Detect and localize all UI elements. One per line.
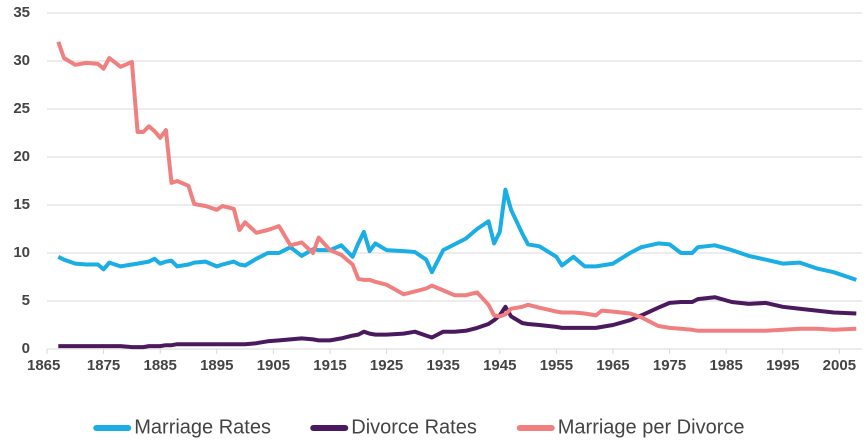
- y-tick-label: 5: [22, 292, 30, 309]
- legend-label: Marriage per Divorce: [558, 416, 745, 438]
- x-tick-label: 1945: [483, 357, 516, 374]
- x-tick-label: 1895: [200, 357, 233, 374]
- legend-label: Divorce Rates: [351, 416, 477, 438]
- x-tick-label: 1985: [709, 357, 742, 374]
- series-line: [56, 41, 857, 333]
- x-tick-label: 1995: [766, 357, 799, 374]
- x-tick-label: 1885: [144, 357, 177, 374]
- y-tick-label: 0: [22, 340, 30, 357]
- series-line: [58, 295, 857, 350]
- x-tick-label: 2005: [823, 357, 856, 374]
- x-tick-label: 1925: [370, 357, 403, 374]
- y-tick-label: 25: [13, 100, 30, 117]
- series-line: [57, 187, 857, 282]
- y-tick-label: 15: [13, 196, 30, 213]
- x-tick-label: 1865: [27, 357, 60, 374]
- legend-label: Marriage Rates: [134, 416, 271, 438]
- x-tick-label: 1915: [313, 357, 346, 374]
- y-tick-label: 30: [13, 52, 30, 69]
- x-tick-label: 1975: [653, 357, 686, 374]
- x-tick-label: 1935: [426, 357, 459, 374]
- y-tick-label: 20: [13, 148, 30, 165]
- x-tick-label: 1955: [540, 357, 573, 374]
- y-tick-label: 10: [13, 244, 30, 261]
- x-tick-label: 1905: [257, 357, 290, 374]
- x-tick-label: 1965: [596, 357, 629, 374]
- y-tick-label: 35: [13, 4, 30, 21]
- x-tick-label: 1875: [87, 357, 120, 374]
